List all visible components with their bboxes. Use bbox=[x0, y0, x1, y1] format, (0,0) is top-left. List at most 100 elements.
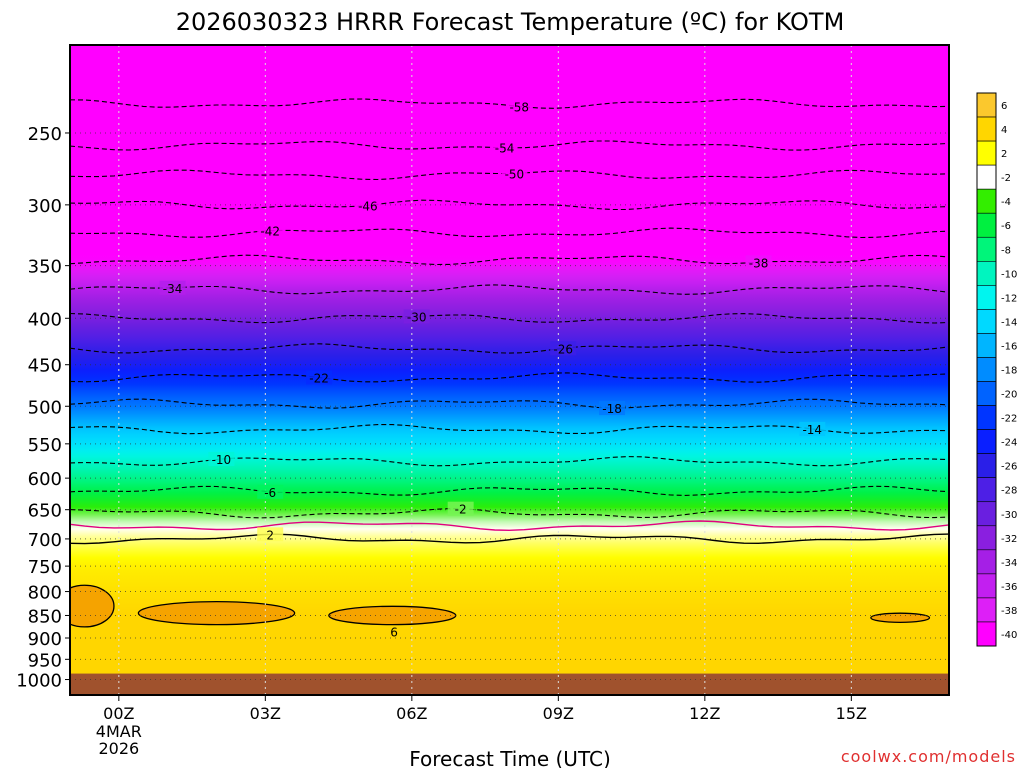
x-axis-label: Forecast Time (UTC) bbox=[409, 747, 611, 768]
watermark: coolwx.com/models bbox=[841, 747, 1016, 766]
contour-line bbox=[70, 254, 949, 266]
colorbar-swatch bbox=[976, 92, 997, 118]
y-tick-label: 550 bbox=[28, 435, 62, 456]
colorbar-label: -36 bbox=[1001, 582, 1017, 593]
contour-label-bg bbox=[306, 370, 333, 385]
colorbar-swatch bbox=[976, 188, 997, 214]
chart-title: 2026030323 HRRR Forecast Temperature (ºC… bbox=[176, 8, 845, 36]
colorbar-label: -34 bbox=[1001, 558, 1017, 569]
contour-label: -2 bbox=[455, 503, 467, 517]
colorbar-swatch bbox=[976, 453, 997, 478]
y-tick-label: 1000 bbox=[16, 671, 62, 692]
contour-label: -14 bbox=[802, 423, 822, 437]
contour-label: -38 bbox=[749, 256, 769, 270]
colorbar-swatch bbox=[976, 309, 997, 334]
colorbar-label: -10 bbox=[1001, 269, 1017, 280]
contour-label: -22 bbox=[309, 371, 329, 385]
contour-label: -30 bbox=[407, 310, 427, 324]
x-tick-sublabel: 4MAR bbox=[96, 722, 142, 741]
contour-label-bg bbox=[257, 223, 284, 238]
colorbar-label: -6 bbox=[1001, 221, 1011, 232]
y-tick-label: 950 bbox=[28, 650, 62, 671]
contour-label-bg bbox=[491, 140, 518, 155]
colorbar-swatch bbox=[976, 429, 997, 454]
contour-line bbox=[70, 398, 949, 409]
contour-label: -18 bbox=[602, 402, 622, 416]
y-tick-label: 400 bbox=[28, 309, 62, 330]
ground-terrain bbox=[70, 673, 949, 695]
colorbar-label: -16 bbox=[1001, 341, 1017, 352]
colorbar-label: -26 bbox=[1001, 462, 1017, 473]
plot-frame bbox=[69, 44, 950, 696]
y-tick-label: 700 bbox=[28, 530, 62, 551]
contour-line bbox=[70, 312, 949, 324]
y-tick-label: 800 bbox=[28, 583, 62, 604]
y-tick-label: 250 bbox=[28, 124, 62, 145]
warm-pocket-region bbox=[137, 600, 296, 626]
colorbar-swatch bbox=[976, 164, 997, 190]
colorbar-swatch bbox=[976, 285, 997, 310]
contour-label-bg bbox=[599, 401, 626, 416]
colorbar-swatch bbox=[976, 357, 997, 382]
contour-label-bg bbox=[745, 255, 772, 270]
colorbar-swatch bbox=[976, 333, 997, 358]
contour-label-bg bbox=[799, 421, 826, 436]
contour-label-bg bbox=[403, 309, 430, 324]
contour-line bbox=[70, 424, 949, 435]
y-tick-label: 900 bbox=[28, 629, 62, 650]
x-tick-label: 12Z bbox=[689, 704, 720, 723]
contour-line bbox=[70, 199, 949, 211]
contour-label: -58 bbox=[509, 100, 529, 114]
contour-label-bg bbox=[354, 198, 381, 213]
colorbar-label: 4 bbox=[1001, 125, 1007, 136]
x-tick-label: 00Z bbox=[103, 704, 134, 723]
contour-line bbox=[70, 485, 949, 496]
colorbar-label: 6 bbox=[1001, 101, 1007, 112]
x-tick-label: 03Z bbox=[250, 704, 281, 723]
colorbar-swatch bbox=[976, 236, 997, 262]
colorbar-swatch bbox=[976, 140, 997, 166]
colorbar-swatch bbox=[976, 621, 997, 647]
contour-label-bg bbox=[159, 280, 186, 295]
y-tick-label: 350 bbox=[28, 257, 62, 278]
colorbar-swatch bbox=[976, 525, 997, 551]
contour-label: -6 bbox=[264, 486, 276, 500]
contour-label-bg bbox=[501, 166, 528, 181]
y-tick-label: 450 bbox=[28, 356, 62, 377]
contour-label-bg bbox=[550, 341, 577, 356]
colorbar-swatch bbox=[976, 477, 997, 503]
colorbar-label: -12 bbox=[1001, 293, 1017, 304]
contour-layer: -58-54-50-46-42-38-34-30-26-22-18-14-10-… bbox=[70, 98, 949, 545]
colorbar-swatch bbox=[976, 381, 997, 406]
colorbar-label: -32 bbox=[1001, 534, 1017, 545]
colorbar-swatch bbox=[976, 549, 997, 575]
colorbar-label: -2 bbox=[1001, 173, 1011, 184]
contour-line bbox=[70, 508, 949, 519]
colorbar-label: -18 bbox=[1001, 366, 1017, 377]
contour-line bbox=[70, 343, 949, 354]
colorbar-label: -38 bbox=[1001, 606, 1017, 617]
warm-pocket-region bbox=[870, 612, 931, 624]
contour-line bbox=[70, 227, 949, 239]
y-tick-label: 600 bbox=[28, 469, 62, 490]
colorbar-label: -28 bbox=[1001, 486, 1017, 497]
x-tick-label: 15Z bbox=[836, 704, 867, 723]
warm-pocket-region bbox=[70, 584, 115, 628]
x-tick-sublabel: 2026 bbox=[98, 739, 139, 758]
warm-pocket-region bbox=[328, 605, 457, 626]
y-tick-label: 850 bbox=[28, 606, 62, 627]
x-tick-label: 09Z bbox=[543, 704, 574, 723]
colorbar-label: -40 bbox=[1001, 630, 1017, 641]
y-tick-label: 500 bbox=[28, 397, 62, 418]
contour-label: -10 bbox=[212, 453, 232, 467]
colorbar-swatch bbox=[976, 597, 997, 623]
contour-label: -26 bbox=[553, 342, 573, 356]
contour-label-bg bbox=[506, 99, 533, 114]
colorbar-swatch bbox=[976, 261, 997, 286]
contour-label-bg bbox=[257, 527, 284, 542]
colorbar-label: -4 bbox=[1001, 197, 1011, 208]
contour-line bbox=[70, 372, 949, 383]
colorbar-label: -8 bbox=[1001, 245, 1011, 256]
